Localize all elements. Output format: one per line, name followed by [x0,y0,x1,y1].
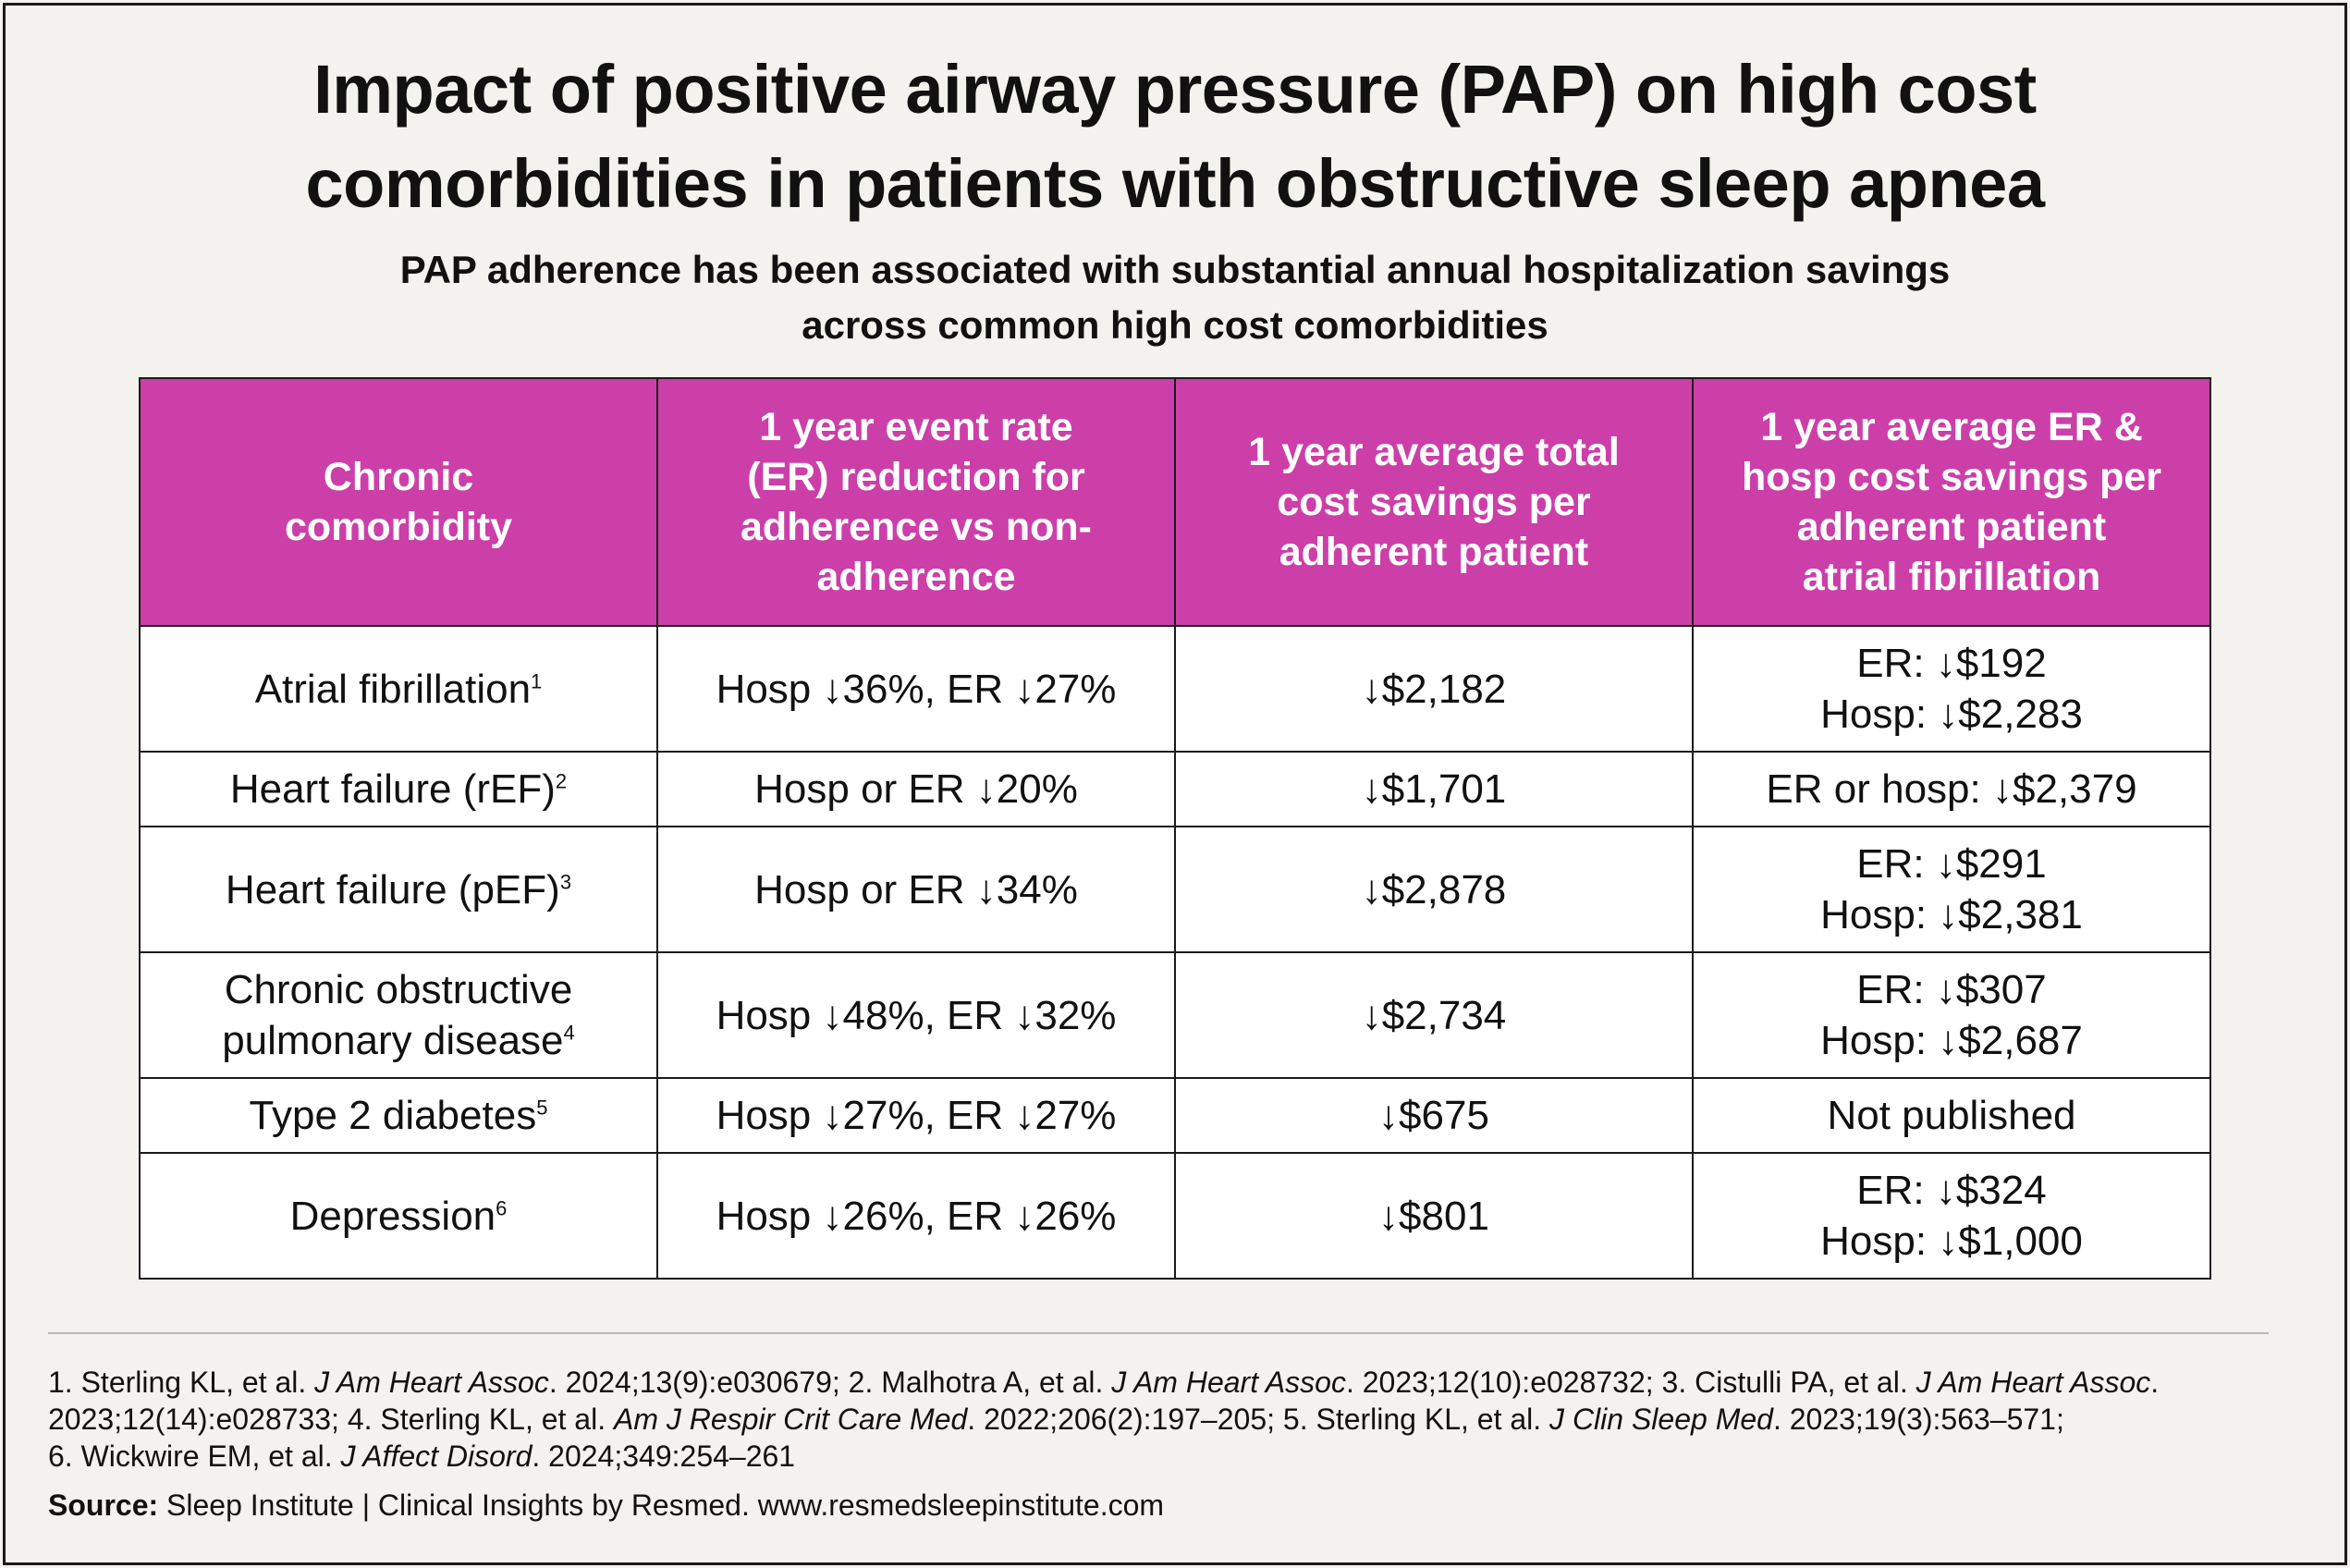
cell-er-hosp-savings: ER: ↓$291 Hosp: ↓$2,381 [1692,826,2211,953]
cell-condition: Chronic obstructive pulmonary disease4 [139,951,658,1079]
page-title: Impact of positive airway pressure (PAP)… [0,43,2350,231]
source-label: Source: [48,1488,159,1522]
header-chronic-comorbidity: Chronic comorbidity [139,377,658,627]
comorbidity-table: Chronic comorbidity 1 year event rate (E… [139,377,2211,1280]
title-line-2: comorbidities in patients with obstructi… [305,145,2045,222]
header-er-hosp-savings: 1 year average ER & hosp cost savings pe… [1692,377,2211,627]
references-line-2: 2023;12(14):e028733; 4. Sterling KL, et … [48,1403,2064,1436]
references-line-1: 1. Sterling KL, et al. J Am Heart Assoc.… [48,1366,2160,1399]
cell-er-hosp-savings: Not published [1692,1077,2211,1154]
cell-er-hosp-savings: ER: ↓$307 Hosp: ↓$2,687 [1692,951,2211,1079]
cell-reduction: Hosp or ER ↓34% [656,826,1176,953]
table-row: Atrial fibrillation1 Hosp ↓36%, ER ↓27% … [139,625,2211,753]
cell-total-savings: ↓$801 [1174,1152,1694,1280]
table-header-row: Chronic comorbidity 1 year event rate (E… [139,377,2211,627]
cell-er-hosp-savings: ER: ↓$324 Hosp: ↓$1,000 [1692,1152,2211,1280]
figure-frame [3,3,2347,1565]
cell-total-savings: ↓$675 [1174,1077,1694,1154]
source-text: Sleep Institute | Clinical Insights by R… [158,1488,1165,1522]
header-event-rate-reduction: 1 year event rate (ER) reduction for adh… [656,377,1176,627]
cell-er-hosp-savings: ER: ↓$192 Hosp: ↓$2,283 [1692,625,2211,753]
title-line-1: Impact of positive airway pressure (PAP)… [313,51,2037,128]
references-line-3: 6. Wickwire EM, et al. J Affect Disord. … [48,1439,796,1473]
table-row: Chronic obstructive pulmonary disease4 H… [139,951,2211,1079]
subtitle-line-1: PAP adherence has been associated with s… [399,248,1951,291]
table-row: Heart failure (pEF)3 Hosp or ER ↓34% ↓$2… [139,826,2211,953]
table-row: Depression6 Hosp ↓26%, ER ↓26% ↓$801 ER:… [139,1152,2211,1280]
subtitle: PAP adherence has been associated with s… [0,242,2350,353]
cell-er-hosp-savings: ER or hosp: ↓$2,379 [1692,751,2211,827]
cell-reduction: Hosp ↓27%, ER ↓27% [656,1077,1176,1154]
cell-condition: Type 2 diabetes5 [139,1077,658,1154]
divider [48,1332,2269,1334]
table-row: Type 2 diabetes5 Hosp ↓27%, ER ↓27% ↓$67… [139,1077,2211,1154]
cell-reduction: Hosp ↓26%, ER ↓26% [656,1152,1176,1280]
cell-reduction: Hosp or ER ↓20% [656,751,1176,827]
source-line: Source: Sleep Institute | Clinical Insig… [48,1487,2285,1524]
cell-total-savings: ↓$2,734 [1174,951,1694,1079]
cell-reduction: Hosp ↓48%, ER ↓32% [656,951,1176,1079]
cell-total-savings: ↓$2,878 [1174,826,1694,953]
header-total-cost-savings: 1 year average total cost savings per ad… [1174,377,1694,627]
cell-condition: Heart failure (rEF)2 [139,751,658,827]
cell-total-savings: ↓$2,182 [1174,625,1694,753]
cell-condition: Atrial fibrillation1 [139,625,658,753]
cell-total-savings: ↓$1,701 [1174,751,1694,827]
table-row: Heart failure (rEF)2 Hosp or ER ↓20% ↓$1… [139,751,2211,827]
subtitle-line-2: across common high cost comorbidities [802,303,1548,347]
cell-reduction: Hosp ↓36%, ER ↓27% [656,625,1176,753]
references: 1. Sterling KL, et al. J Am Heart Assoc.… [48,1364,2285,1475]
cell-condition: Depression6 [139,1152,658,1280]
cell-condition: Heart failure (pEF)3 [139,826,658,953]
